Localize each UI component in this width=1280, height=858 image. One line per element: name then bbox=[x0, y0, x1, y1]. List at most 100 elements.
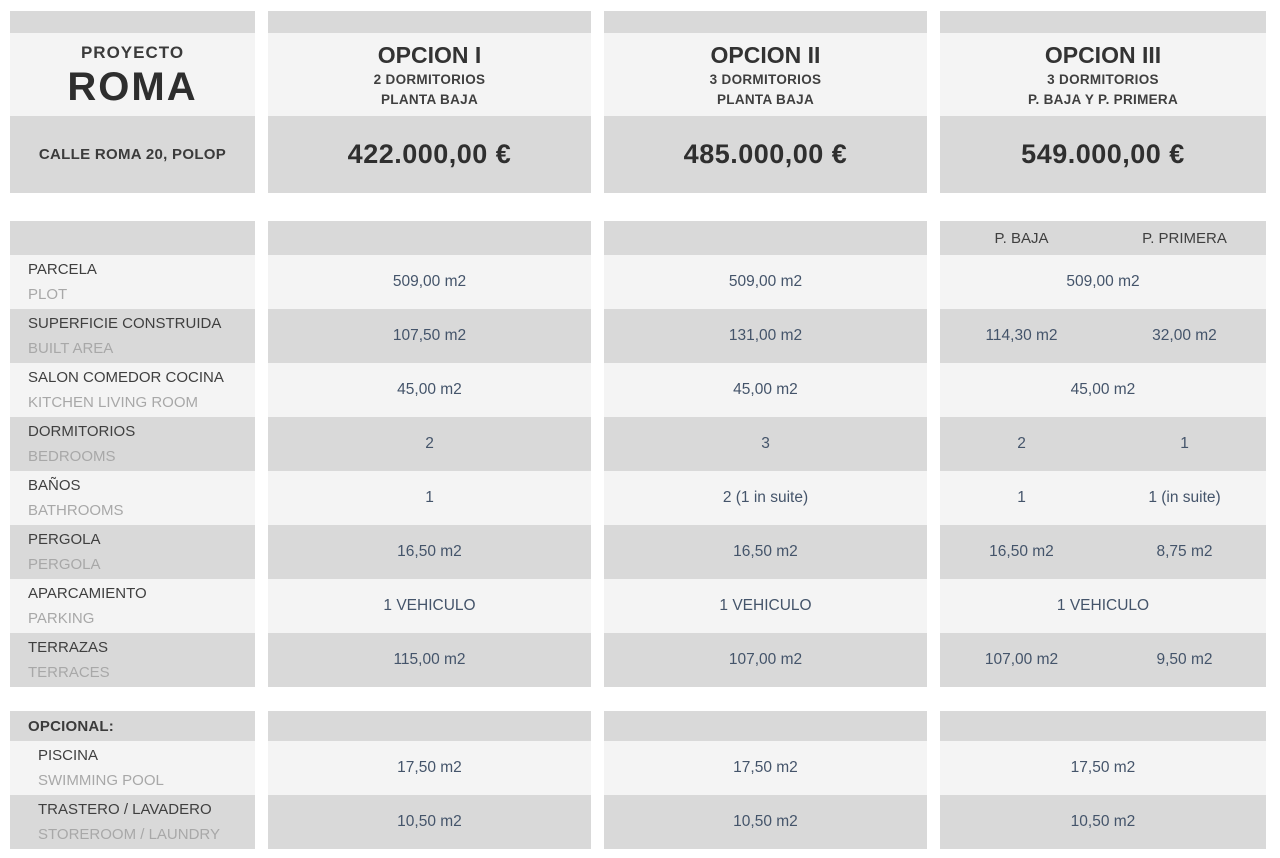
project-kicker: PROYECTO bbox=[80, 42, 185, 62]
header-row: PROYECTO ROMA OPCION I 2 DORMITORIOS PLA… bbox=[10, 33, 1268, 116]
option-2-header: OPCION II 3 DORMITORIOS PLANTA BAJA bbox=[604, 33, 927, 116]
row-label-es: APARCAMIENTO bbox=[28, 585, 147, 602]
option-1-value: 45,00 m2 bbox=[268, 363, 591, 417]
row-label-en: STOREROOM / LAUNDRY bbox=[38, 826, 220, 843]
option-2-value: 2 (1 in suite) bbox=[604, 471, 927, 525]
row-label: PARCELA PLOT bbox=[10, 255, 255, 309]
row-label-es: SUPERFICIE CONSTRUIDA bbox=[28, 315, 222, 332]
table-row-piscina: PISCINA SWIMMING POOL 17,50 m2 17,50 m2 … bbox=[10, 741, 1268, 795]
option-3-value: 45,00 m2 bbox=[940, 363, 1266, 417]
row-label: TRASTERO / LAVADERO STOREROOM / LAUNDRY bbox=[10, 795, 255, 849]
option-1-value: 1 bbox=[268, 471, 591, 525]
option-3-value-split: 107,00 m2 9,50 m2 bbox=[940, 633, 1266, 687]
table-row-trastero: TRASTERO / LAVADERO STOREROOM / LAUNDRY … bbox=[10, 795, 1268, 849]
option-3-floor: P. BAJA Y P. PRIMERA bbox=[1027, 91, 1179, 107]
row-label-es: BAÑOS bbox=[28, 477, 81, 494]
table-row-aparcamiento: APARCAMIENTO PARKING 1 VEHICULO 1 VEHICU… bbox=[10, 579, 1268, 633]
price-row: CALLE ROMA 20, POLOP 422.000,00 € 485.00… bbox=[10, 116, 1268, 193]
option-1-header: OPCION I 2 DORMITORIOS PLANTA BAJA bbox=[268, 33, 591, 116]
option-2-value: 1 VEHICULO bbox=[604, 579, 927, 633]
option-2-value: 131,00 m2 bbox=[604, 309, 927, 363]
row-label: PERGOLA PERGOLA bbox=[10, 525, 255, 579]
option-3-floor-subheader: P. BAJA P. PRIMERA bbox=[940, 221, 1266, 255]
row-label: APARCAMIENTO PARKING bbox=[10, 579, 255, 633]
project-name: ROMA bbox=[67, 64, 198, 109]
option-1-value: 16,50 m2 bbox=[268, 525, 591, 579]
optional-header-blank bbox=[940, 711, 1266, 741]
option-1-value: 1 VEHICULO bbox=[268, 579, 591, 633]
subheader-row: P. BAJA P. PRIMERA bbox=[10, 221, 1268, 255]
row-label-es: TERRAZAS bbox=[28, 639, 109, 656]
table-row-terrazas: TERRAZAS TERRACES 115,00 m2 107,00 m2 10… bbox=[10, 633, 1268, 687]
option-1-value: 107,50 m2 bbox=[268, 309, 591, 363]
option-1-price-cell: 422.000,00 € bbox=[268, 116, 591, 193]
option-2-subtitle: 3 DORMITORIOS bbox=[709, 71, 822, 87]
row-label-en: PARKING bbox=[28, 610, 95, 627]
option-1-value: 17,50 m2 bbox=[268, 741, 591, 795]
top-strip bbox=[268, 11, 591, 33]
option-3-value-split: 114,30 m2 32,00 m2 bbox=[940, 309, 1266, 363]
subheader-blank bbox=[268, 221, 591, 255]
option-1-price: 422.000,00 € bbox=[347, 139, 512, 169]
option-1-title: OPCION I bbox=[377, 41, 482, 68]
option-1-value: 509,00 m2 bbox=[268, 255, 591, 309]
option-3-price: 549.000,00 € bbox=[1021, 139, 1185, 169]
option-3-value-split: 1 1 (in suite) bbox=[940, 471, 1266, 525]
option-3-baja-value: 114,30 m2 bbox=[985, 327, 1058, 344]
top-strip-row bbox=[10, 11, 1268, 33]
row-label-es: DORMITORIOS bbox=[28, 423, 136, 440]
option-2-price: 485.000,00 € bbox=[683, 139, 848, 169]
option-2-value: 16,50 m2 bbox=[604, 525, 927, 579]
table-row-banos: BAÑOS BATHROOMS 1 2 (1 in suite) 1 1 (in… bbox=[10, 471, 1268, 525]
option-2-value: 10,50 m2 bbox=[604, 795, 927, 849]
option-2-value: 3 bbox=[604, 417, 927, 471]
option-2-value: 509,00 m2 bbox=[604, 255, 927, 309]
optional-header-blank bbox=[604, 711, 927, 741]
optional-header-row: OPCIONAL: bbox=[10, 711, 1268, 741]
row-label-en: PLOT bbox=[28, 286, 68, 303]
option-2-value: 45,00 m2 bbox=[604, 363, 927, 417]
option-2-value: 107,00 m2 bbox=[604, 633, 927, 687]
optional-title: OPCIONAL: bbox=[28, 717, 114, 735]
optional-title-cell: OPCIONAL: bbox=[10, 711, 255, 741]
option-3-primera-value: 8,75 m2 bbox=[1156, 543, 1213, 560]
subheader-blank bbox=[10, 221, 255, 255]
table-row-dormitorios: DORMITORIOS BEDROOMS 2 3 2 1 bbox=[10, 417, 1268, 471]
subheader-planta-baja: P. BAJA bbox=[994, 229, 1049, 247]
option-3-primera-value: 1 bbox=[1180, 435, 1189, 452]
option-2-value: 17,50 m2 bbox=[604, 741, 927, 795]
table-row-pergola: PERGOLA PERGOLA 16,50 m2 16,50 m2 16,50 … bbox=[10, 525, 1268, 579]
row-label-en: SWIMMING POOL bbox=[38, 772, 164, 789]
top-strip bbox=[940, 11, 1266, 33]
subheader-blank bbox=[604, 221, 927, 255]
option-3-value: 17,50 m2 bbox=[940, 741, 1266, 795]
row-label: SALON COMEDOR COCINA KITCHEN LIVING ROOM bbox=[10, 363, 255, 417]
option-3-baja-value: 1 bbox=[1017, 489, 1026, 506]
row-label-es: SALON COMEDOR COCINA bbox=[28, 369, 224, 386]
section-gap bbox=[10, 193, 1268, 221]
option-1-subtitle: 2 DORMITORIOS bbox=[373, 71, 486, 87]
option-3-baja-value: 107,00 m2 bbox=[984, 651, 1059, 668]
section-gap bbox=[10, 687, 1268, 711]
top-strip bbox=[604, 11, 927, 33]
option-3-header: OPCION III 3 DORMITORIOS P. BAJA Y P. PR… bbox=[940, 33, 1266, 116]
row-label-en: TERRACES bbox=[28, 664, 110, 681]
option-1-value: 115,00 m2 bbox=[268, 633, 591, 687]
option-3-value-split: 2 1 bbox=[940, 417, 1266, 471]
option-2-price-cell: 485.000,00 € bbox=[604, 116, 927, 193]
option-1-floor: PLANTA BAJA bbox=[380, 91, 479, 107]
option-3-primera-value: 9,50 m2 bbox=[1156, 651, 1213, 668]
row-label-en: BATHROOMS bbox=[28, 502, 124, 519]
row-label-en: KITCHEN LIVING ROOM bbox=[28, 394, 199, 411]
row-label: DORMITORIOS BEDROOMS bbox=[10, 417, 255, 471]
option-3-value: 1 VEHICULO bbox=[940, 579, 1266, 633]
row-label-en: BEDROOMS bbox=[28, 448, 116, 465]
project-address-text: CALLE ROMA 20, POLOP bbox=[38, 146, 227, 163]
option-3-subtitle: 3 DORMITORIOS bbox=[1047, 71, 1159, 87]
table-row-salon: SALON COMEDOR COCINA KITCHEN LIVING ROOM… bbox=[10, 363, 1268, 417]
option-3-title: OPCION III bbox=[1044, 41, 1162, 68]
table-row-parcela: PARCELA PLOT 509,00 m2 509,00 m2 509,00 … bbox=[10, 255, 1268, 309]
row-label: BAÑOS BATHROOMS bbox=[10, 471, 255, 525]
optional-header-blank bbox=[268, 711, 591, 741]
